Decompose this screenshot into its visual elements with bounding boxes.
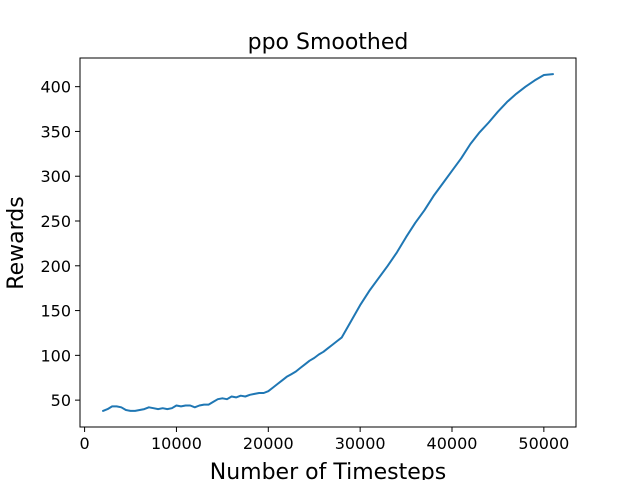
y-tick-label: 50 xyxy=(51,391,71,410)
x-tick-label: 10000 xyxy=(151,434,202,453)
chart-title: ppo Smoothed xyxy=(248,30,409,55)
y-axis-label: Rewards xyxy=(4,196,29,289)
x-tick-label: 50000 xyxy=(518,434,569,453)
y-tick-label: 350 xyxy=(40,122,71,141)
y-tick-label: 100 xyxy=(40,346,71,365)
plot-frame xyxy=(79,57,577,428)
x-axis: 0 10000 20000 30000 40000 50000 xyxy=(79,427,569,453)
x-tick-label: 30000 xyxy=(335,434,386,453)
y-axis: 50 100 150 200 250 300 350 400 xyxy=(40,78,80,410)
x-tick-label: 40000 xyxy=(427,434,478,453)
x-tick-label: 0 xyxy=(79,434,89,453)
y-tick-label: 200 xyxy=(40,257,71,276)
series-line xyxy=(102,73,554,412)
x-tick-label: 20000 xyxy=(243,434,294,453)
x-axis-label: Number of Timesteps xyxy=(210,460,446,480)
plot-area xyxy=(79,57,577,428)
y-tick-label: 150 xyxy=(40,302,71,321)
y-tick-label: 400 xyxy=(40,78,71,97)
y-tick-label: 250 xyxy=(40,212,71,231)
y-tick-label: 300 xyxy=(40,167,71,186)
